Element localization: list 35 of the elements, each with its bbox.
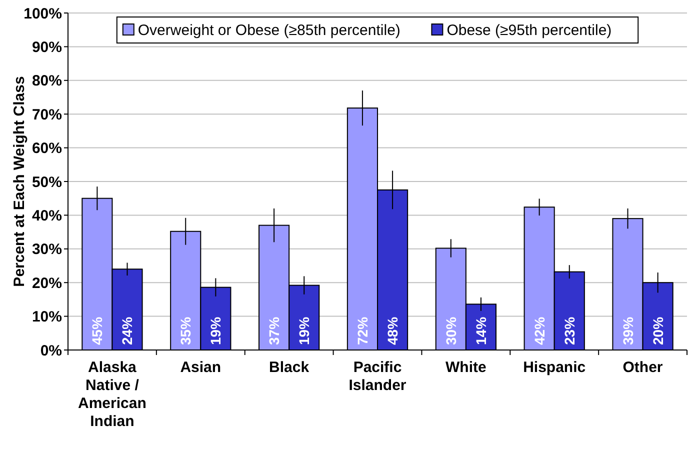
data-label: 30% [442,316,459,345]
y-tick-label: 60% [32,140,62,158]
y-tick-label: 50% [32,174,62,191]
data-label: 23% [561,316,578,345]
y-tick-label: 90% [32,38,62,56]
y-tick-label: 20% [32,274,62,292]
data-label: 24% [119,316,136,345]
data-label: 35% [178,316,194,345]
data-label: 14% [472,316,489,345]
data-label: 19% [296,316,312,345]
x-tick-label: Alaska Native / American Indian [78,359,146,430]
y-tick-label: 30% [32,241,62,258]
data-label: 48% [384,316,401,345]
data-label: 39% [620,316,636,345]
legend-label: Obese (≥95th percentile) [446,22,612,39]
legend-label: Overweight or Obese (≥85th percentile) [138,22,400,39]
data-label: 19% [208,316,224,345]
data-label: 37% [266,316,282,345]
data-label: 42% [531,316,548,345]
x-tick-label: Other [622,359,663,376]
x-tick-label: Hispanic [523,359,586,376]
y-axis-title: Percent at Each Weight Class [11,76,28,287]
x-tick-label: Asian [180,359,222,376]
y-tick-label: 0% [40,342,62,360]
y-tick-label: 100% [24,5,62,22]
data-label: 45% [89,316,106,345]
data-label: 20% [650,316,666,345]
y-tick-label: 80% [32,72,62,90]
x-tick-label: White [446,359,486,376]
x-tick-label: Pacific Islander [348,359,406,394]
x-tick-label: Black [269,359,310,376]
y-tick-label: 70% [32,106,62,124]
data-label: 72% [354,316,370,345]
y-tick-label: 10% [32,308,62,326]
y-tick-label: 40% [32,207,62,224]
